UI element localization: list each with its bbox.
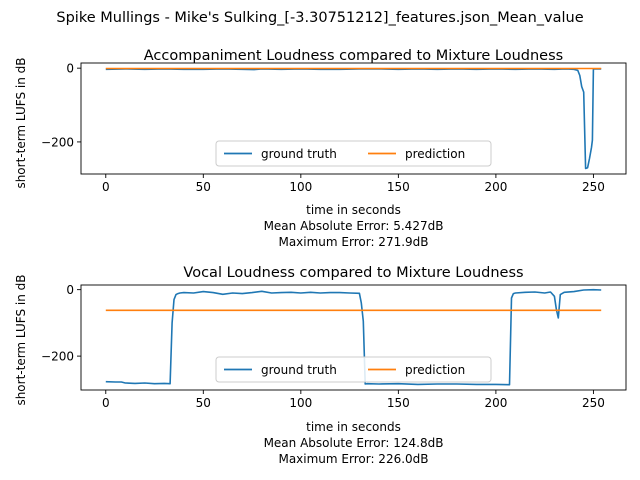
plot-area — [80, 284, 627, 391]
chart-title: Accompaniment Loudness compared to Mixtu… — [144, 48, 563, 64]
legend-label-ground-truth: ground truth — [261, 147, 337, 161]
x-tick-label: 250 — [582, 180, 605, 194]
x-tick-label: 0 — [102, 180, 110, 194]
x-tick-label: 200 — [484, 180, 507, 194]
y-tick-label: 0 — [66, 62, 74, 76]
x-tick-label: 200 — [484, 396, 507, 410]
x-tick-label: 0 — [102, 396, 110, 410]
x-tick-label: 50 — [196, 396, 211, 410]
x-tick-label: 150 — [387, 180, 410, 194]
x-tick-label: 100 — [289, 396, 312, 410]
legend-label-ground-truth: ground truth — [261, 363, 337, 377]
chart-title: Vocal Loudness compared to Mixture Loudn… — [183, 265, 523, 281]
legend: ground truth prediction — [215, 140, 492, 167]
legend-label-prediction: prediction — [405, 147, 465, 161]
x-tick-label: 150 — [387, 396, 410, 410]
legend-box — [215, 356, 492, 383]
x-axis-label: time in seconds — [306, 203, 401, 217]
axes-frame — [80, 62, 627, 175]
subplot-accompaniment: Accompaniment Loudness compared to Mixtu… — [14, 48, 627, 249]
y-tick-label: −200 — [41, 135, 74, 149]
plot-area — [80, 62, 627, 175]
x-tick-label: 250 — [582, 396, 605, 410]
mean-absolute-error-note: Mean Absolute Error: 5.427dB — [264, 219, 444, 233]
axis-ticks: 0 50 100 150 200 250 0 −200 — [41, 62, 605, 194]
axes-frame — [80, 284, 627, 391]
figure-suptitle: Spike Mullings - Mike's Sulking_[-3.3075… — [56, 10, 583, 26]
y-tick-label: 0 — [66, 283, 74, 297]
y-axis-label: short-term LUFS in dB — [14, 57, 28, 188]
axis-ticks: 0 50 100 150 200 250 0 −200 — [41, 283, 605, 410]
legend: ground truth prediction — [215, 356, 492, 383]
maximum-error-note: Maximum Error: 226.0dB — [278, 452, 428, 466]
y-axis-label: short-term LUFS in dB — [14, 274, 28, 405]
x-tick-label: 100 — [289, 180, 312, 194]
y-tick-label: −200 — [41, 350, 74, 364]
legend-label-prediction: prediction — [405, 363, 465, 377]
x-axis-label: time in seconds — [306, 420, 401, 434]
subplot-vocal: Vocal Loudness compared to Mixture Loudn… — [14, 265, 627, 466]
series-line-ground-truth — [105, 288, 602, 386]
x-tick-label: 50 — [196, 180, 211, 194]
mean-absolute-error-note: Mean Absolute Error: 124.8dB — [264, 436, 444, 450]
legend-box — [215, 140, 492, 167]
maximum-error-note: Maximum Error: 271.9dB — [278, 235, 428, 249]
